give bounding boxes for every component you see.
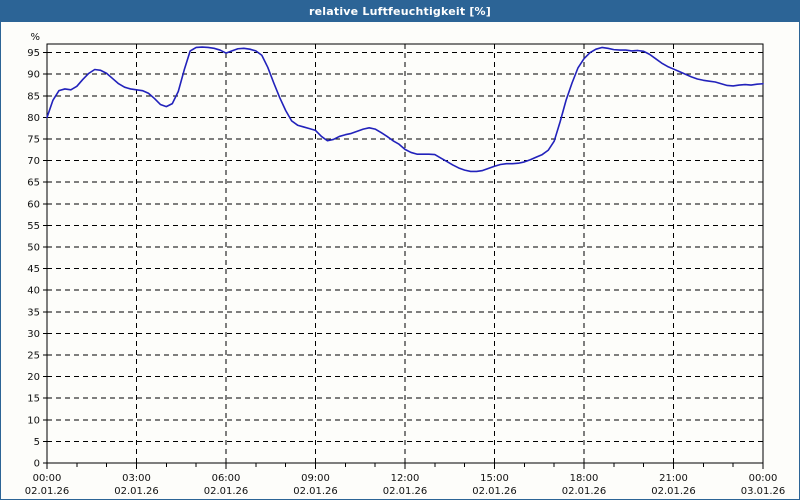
humidity-line-chart: 05101520253035404550556065707580859095% …: [1, 22, 799, 499]
x-tick-time-label: 12:00: [391, 473, 420, 484]
x-tick-time-label: 15:00: [480, 473, 509, 484]
y-tick-label: 5: [34, 437, 40, 448]
x-tick-time-label: 03:00: [122, 473, 151, 484]
x-tick-time-label: 00:00: [33, 473, 62, 484]
series-humidity: [46, 46, 764, 173]
x-tick-time-label: 18:00: [570, 473, 599, 484]
grid-lines: [47, 44, 763, 463]
y-tick-label: 70: [27, 156, 40, 167]
y-tick-label: 75: [27, 135, 40, 146]
y-tick-label: 25: [27, 351, 40, 362]
y-tick-label: 90: [27, 70, 40, 81]
axis-ticks: [43, 52, 764, 469]
x-tick-time-label: 09:00: [301, 473, 330, 484]
y-tick-label: 50: [27, 243, 40, 254]
x-tick-date-label: 02.01.26: [204, 486, 249, 497]
y-tick-label: 35: [27, 307, 40, 318]
y-tick-label: 45: [27, 264, 40, 275]
y-tick-label: 55: [27, 221, 40, 232]
x-tick-date-label: 02.01.26: [114, 486, 159, 497]
y-tick-label: 30: [27, 329, 40, 340]
y-tick-label: 80: [27, 113, 40, 124]
y-tick-label: 95: [27, 48, 40, 59]
window-title: relative Luftfeuchtigkeit [%]: [309, 5, 491, 18]
x-tick-date-label: 02.01.26: [293, 486, 338, 497]
y-axis-labels: 0 5 10 15 20 25 30 35 40 45 50 55 60 65 70 75 80 85 90 95%: [27, 32, 40, 470]
x-tick-date-label: 02.01.26: [562, 486, 607, 497]
window-titlebar: relative Luftfeuchtigkeit [%]: [1, 1, 799, 22]
y-tick-label: 65: [27, 178, 40, 189]
x-tick-date-label: 03.01.26: [741, 486, 786, 497]
x-tick-time-label: 00:00: [749, 473, 778, 484]
x-tick-date-label: 02.01.26: [25, 486, 70, 497]
y-tick-label: 85: [27, 91, 40, 102]
y-tick-label: 20: [27, 372, 40, 383]
humidity-series-line: [46, 46, 764, 173]
y-tick-label: 10: [27, 415, 40, 426]
y-tick-label: 60: [27, 199, 40, 210]
y-tick-label: 40: [27, 286, 40, 297]
x-tick-date-label: 02.01.26: [472, 486, 517, 497]
x-tick-date-label: 02.01.26: [651, 486, 696, 497]
x-tick-time-label: 06:00: [212, 473, 241, 484]
x-tick-time-label: 21:00: [659, 473, 688, 484]
plot-background: [1, 22, 799, 499]
x-tick-date-label: 02.01.26: [383, 486, 428, 497]
x-axis-labels: 00:00 02.01.26 03:00 02.01.26 06:00 02.01.26 0…: [25, 473, 786, 497]
chart-canvas: 0 5 10 15 20 25 30 35 40 45 50 55 60 65 70 75 80 85 90 95% …: [1, 22, 799, 499]
y-tick-label: 0: [34, 459, 40, 470]
y-tick-label: 15: [27, 394, 40, 405]
y-axis-unit-label: %: [30, 32, 40, 43]
